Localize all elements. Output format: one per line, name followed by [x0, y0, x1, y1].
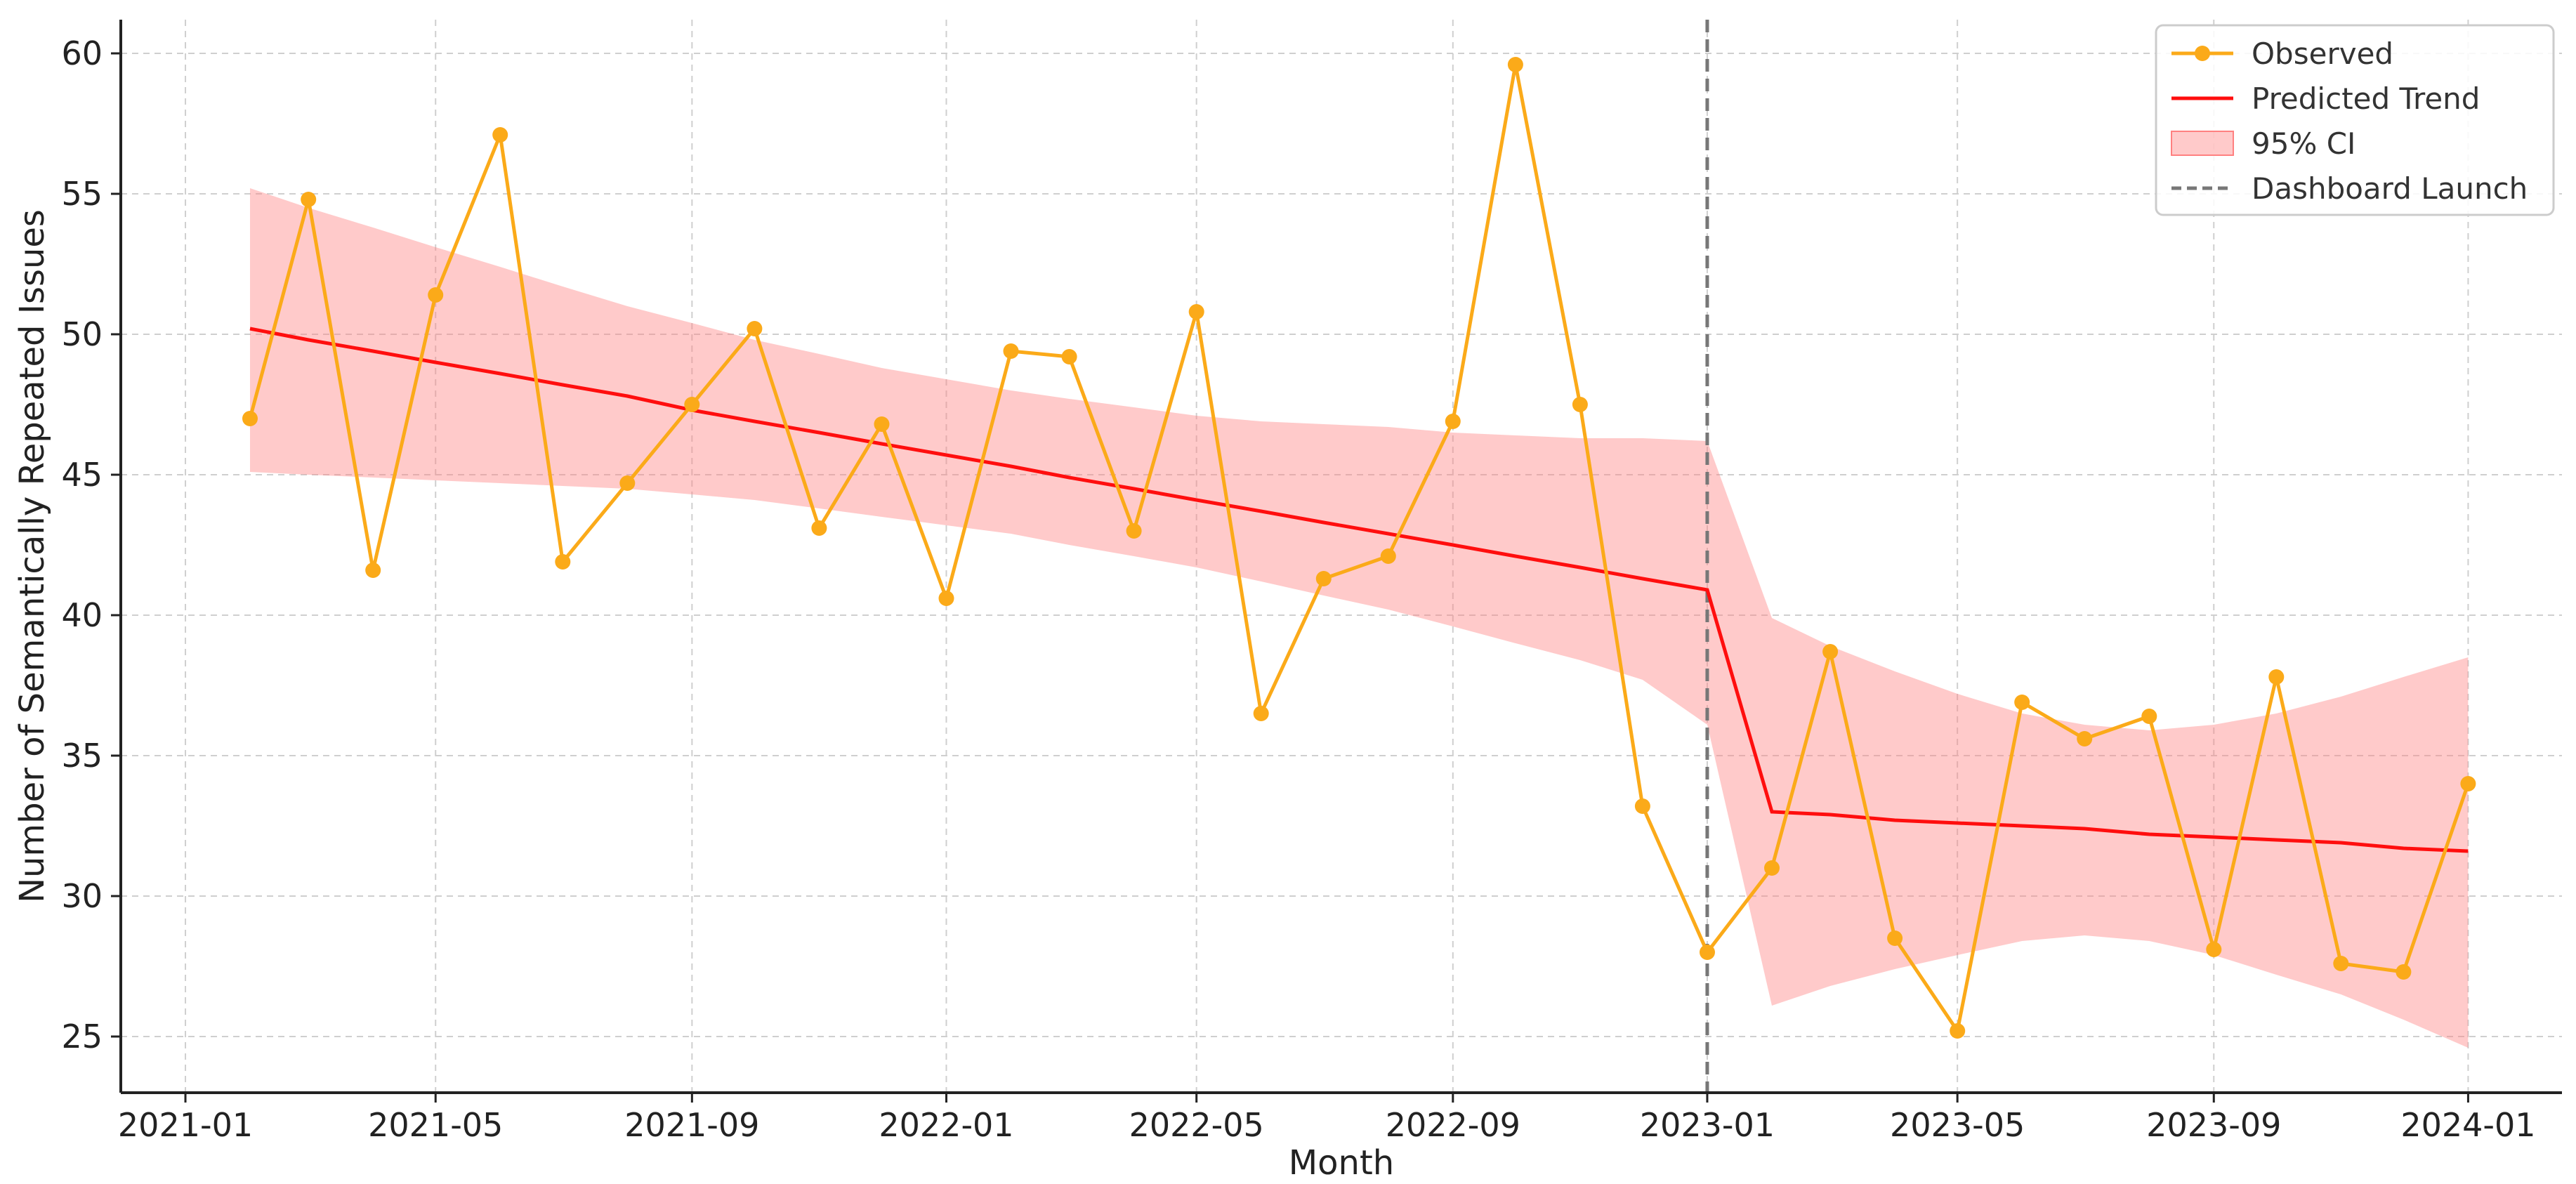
observed-point: [1380, 548, 1396, 564]
tick-labels: 2021-01 2021-05 2021-09 2022-01 2022-05 2022-…: [61, 34, 2535, 1144]
y-tick-label: 25: [61, 1018, 103, 1055]
x-tick-label: 2022-05: [1129, 1106, 1264, 1144]
observed-point: [1253, 706, 1269, 721]
y-tick-label: 45: [61, 456, 103, 494]
observed-point: [1764, 860, 1780, 876]
observed-point: [1634, 798, 1650, 814]
observed-point: [2333, 956, 2349, 971]
x-tick-label: 2021-09: [624, 1106, 759, 1144]
ci-band-area: [250, 188, 2469, 1048]
x-tick-label: 2023-09: [2146, 1106, 2281, 1144]
legend-label: Observed: [2252, 37, 2393, 71]
axes: [119, 20, 2562, 1094]
observed-point: [1315, 571, 1332, 586]
x-tick-label: 2021-01: [118, 1106, 253, 1144]
legend: Observed Predicted Trend 95% CI Dashboard L…: [2155, 24, 2555, 216]
x-tick-label: 2023-01: [1640, 1106, 1775, 1144]
legend-swatch-marker: [2195, 46, 2210, 61]
legend-item: Dashboard Launch: [2171, 171, 2528, 206]
observed-point: [555, 554, 571, 570]
x-tick-label: 2023-05: [1890, 1106, 2025, 1144]
legend-label: Predicted Trend: [2252, 81, 2480, 116]
legend-item: Observed: [2171, 37, 2393, 71]
legend-label: Dashboard Launch: [2252, 171, 2528, 206]
observed-point: [2460, 776, 2476, 791]
observed-point: [684, 397, 700, 412]
observed-point: [242, 411, 258, 426]
observed-point: [619, 475, 636, 491]
x-tick-label: 2022-09: [1386, 1106, 1520, 1144]
observed-point: [365, 563, 381, 578]
observed-series: [242, 57, 2476, 1039]
x-axis-title: Month: [1289, 1143, 1394, 1183]
observed-point: [1700, 945, 1715, 960]
observed-point: [1445, 414, 1461, 429]
y-tick-label: 60: [61, 34, 103, 72]
observed-point: [1887, 930, 1903, 946]
observed-point: [1188, 304, 1204, 320]
x-tick-label: 2021-05: [368, 1106, 503, 1144]
observed-point: [811, 520, 827, 536]
y-tick-label: 55: [61, 175, 103, 213]
observed-point: [301, 192, 317, 207]
legend-label: 95% CI: [2252, 126, 2355, 161]
y-axis-title: Number of Semantically Repeated Issues: [13, 209, 52, 903]
observed-point: [2141, 709, 2157, 724]
y-tick-label: 35: [61, 737, 103, 775]
observed-point: [1126, 523, 1142, 539]
observed-point: [938, 591, 954, 606]
y-tick-label: 50: [61, 315, 103, 353]
observed-point: [2206, 942, 2222, 957]
y-tick-label: 40: [61, 596, 103, 634]
observed-point: [492, 127, 508, 143]
observed-point: [1822, 644, 1839, 659]
predicted-trend: [249, 327, 2469, 853]
observed-point: [1061, 349, 1077, 364]
observed-point: [1572, 397, 1588, 412]
observed-line: [248, 63, 2470, 1033]
legend-item: 95% CI: [2171, 126, 2355, 161]
x-tick-label: 2022-01: [879, 1106, 1013, 1144]
observed-point: [2014, 695, 2030, 710]
legend-swatch-patch: [2171, 131, 2234, 156]
x-tick-label: 2024-01: [2400, 1106, 2535, 1144]
observed-point: [2396, 964, 2412, 980]
observed-point: [428, 287, 444, 303]
observed-point: [2268, 669, 2285, 685]
trend-line: [249, 327, 2469, 853]
y-tick-label: 30: [61, 877, 103, 915]
observed-point: [1950, 1023, 1966, 1039]
observed-point: [1003, 343, 1019, 359]
observed-point: [1507, 57, 1523, 72]
observed-point: [2077, 731, 2093, 746]
legend-frame: [2155, 24, 2555, 216]
confidence-band: [250, 188, 2469, 1048]
observed-point: [747, 321, 763, 336]
legend-item: Predicted Trend: [2171, 81, 2480, 116]
observed-point: [874, 416, 890, 432]
